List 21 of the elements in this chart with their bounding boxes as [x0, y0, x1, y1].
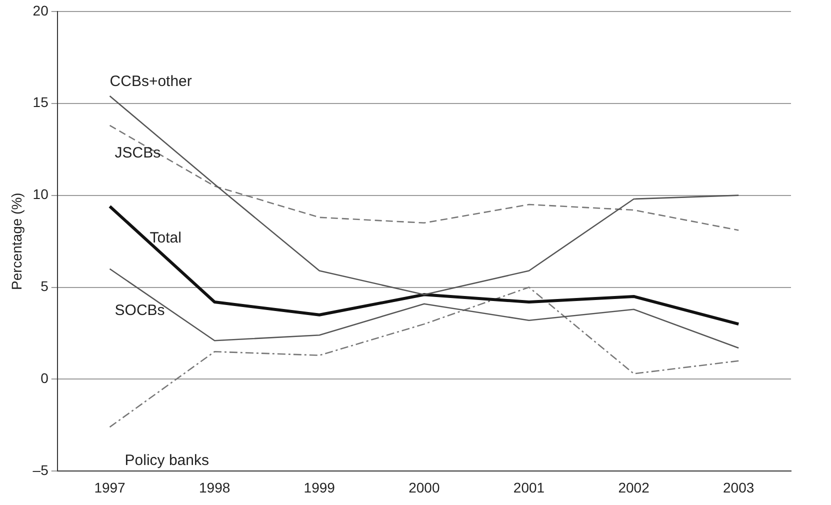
y-tick-label: 0 [40, 370, 49, 386]
y-tick-label: 20 [32, 2, 49, 18]
y-tick-label: 10 [32, 186, 49, 202]
y-tick-label: 5 [40, 278, 49, 294]
y-tick-label: –5 [32, 462, 49, 478]
x-tick-label: 2001 [513, 479, 545, 496]
y-tick-label: 15 [32, 94, 49, 110]
line-series [109, 286, 740, 428]
x-tick-label: 1997 [94, 479, 126, 496]
series-label: JSCBs [114, 144, 161, 162]
line-series [109, 124, 740, 231]
series-label: Policy banks [124, 452, 209, 470]
y-axis-title: Percentage (%) [8, 192, 24, 290]
series-label: Total [150, 229, 182, 246]
x-tick-label: 2003 [723, 479, 754, 496]
x-tick-label: 1998 [199, 479, 230, 496]
x-tick-label: 1999 [304, 479, 336, 496]
x-tick-label: 2000 [408, 479, 440, 496]
series-label: SOCBs [114, 302, 165, 320]
series-label: CCBs+other [110, 73, 192, 90]
x-tick-label: 2002 [618, 479, 650, 496]
